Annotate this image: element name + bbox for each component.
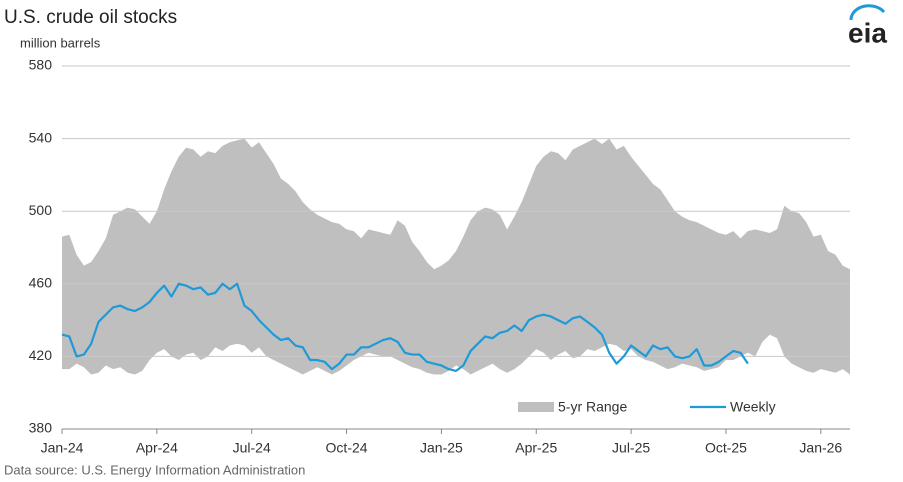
x-tick-label: Apr-24 xyxy=(136,440,178,456)
legend-label: Weekly xyxy=(730,399,776,415)
chart-subtitle: million barrels xyxy=(20,35,101,50)
x-tick-label: Jan-25 xyxy=(420,440,463,456)
range-band xyxy=(62,138,850,375)
y-tick-label: 580 xyxy=(29,57,53,73)
y-tick-label: 420 xyxy=(29,347,53,363)
x-tick-label: Jul-24 xyxy=(233,440,271,456)
x-tick-label: Oct-24 xyxy=(326,440,368,456)
source-note: Data source: U.S. Energy Information Adm… xyxy=(4,462,305,477)
x-tick-label: Jan-24 xyxy=(41,440,84,456)
x-tick-label: Oct-25 xyxy=(705,440,747,456)
legend-swatch xyxy=(518,402,554,412)
logo-arc xyxy=(849,4,886,21)
y-tick-label: 500 xyxy=(29,202,53,218)
x-tick-label: Apr-25 xyxy=(515,440,557,456)
y-tick-label: 540 xyxy=(29,129,53,145)
logo: eia xyxy=(848,17,887,48)
legend-label: 5-yr Range xyxy=(558,399,627,415)
y-tick-label: 460 xyxy=(29,275,53,291)
chart-title: U.S. crude oil stocks xyxy=(4,7,177,28)
x-tick-label: Jan-26 xyxy=(799,440,842,456)
weekly-line xyxy=(61,282,749,373)
y-tick-label: 380 xyxy=(29,420,53,436)
x-tick-label: Jul-25 xyxy=(612,440,650,456)
